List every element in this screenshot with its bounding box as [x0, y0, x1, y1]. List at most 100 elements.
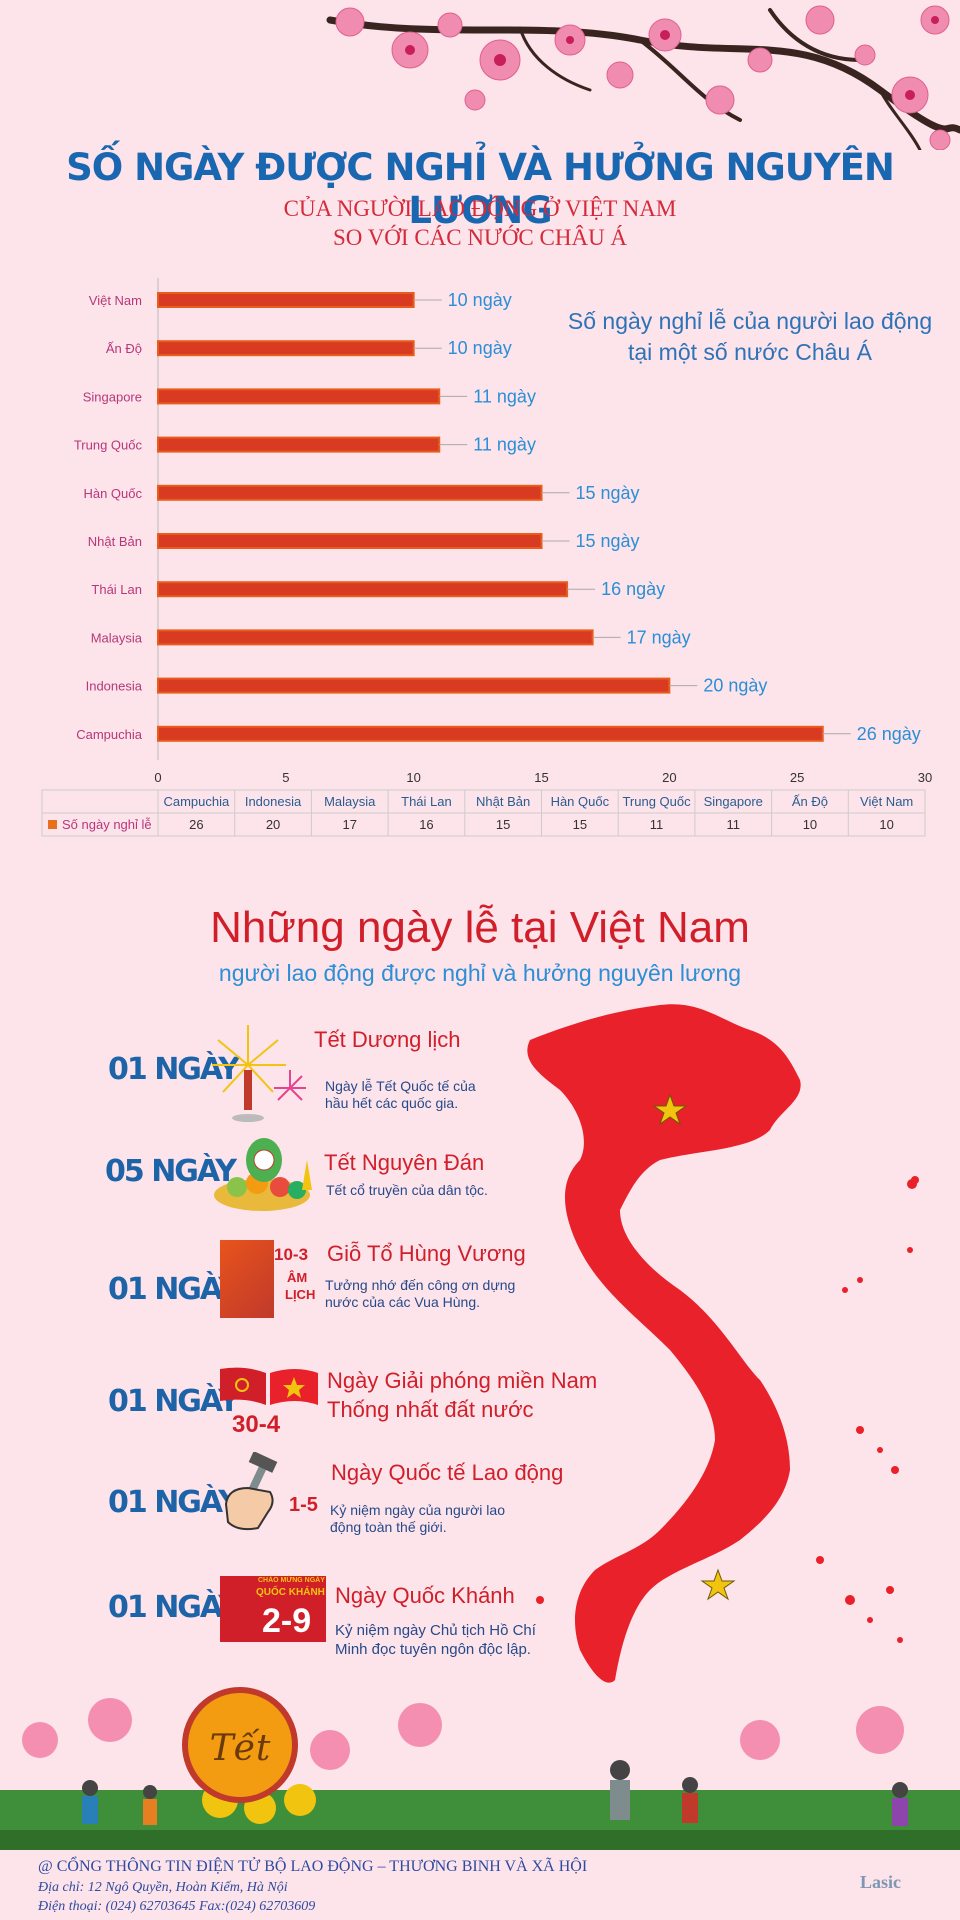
chart-category-label: Campuchia	[76, 727, 143, 742]
liberation-date-badge: 30-4	[232, 1411, 281, 1438]
chart-bar	[157, 581, 569, 598]
hung-king-badge-am: ÂM	[287, 1270, 308, 1285]
chart-category-label: Trung Quốc	[74, 438, 143, 453]
chart-note-line1: Số ngày nghỉ lễ của người lao động	[567, 308, 933, 334]
chart-data-table-header: Singapore	[704, 794, 763, 809]
chart-data-label: 20 ngày	[703, 676, 767, 696]
chart-bar	[157, 436, 441, 453]
hammer-hand-icon	[224, 1452, 278, 1531]
chart-category-label: Hàn Quốc	[83, 486, 142, 501]
holiday-days: 01 NGÀY	[108, 1485, 240, 1520]
chart-data-table-value: 10	[879, 817, 893, 832]
chart-bar	[157, 725, 824, 742]
holiday-desc-line1: Tưởng nhớ đến công ơn dựng	[325, 1277, 516, 1293]
chart-note: Số ngày nghỉ lễ của người lao động tại m…	[560, 306, 940, 368]
chart-bar	[157, 484, 543, 501]
tet-festival-scene: Tết	[0, 1687, 960, 1855]
footer-phone: Điện thoại: (024) 62703645 Fax:(024) 627…	[38, 1899, 316, 1914]
hung-king-date-badge: 10-3	[274, 1245, 309, 1264]
flags-icon	[220, 1367, 318, 1405]
holiday-name: Giỗ Tổ Hùng Vương	[327, 1241, 526, 1266]
holiday-desc-line1: Tết cổ truyền của dân tộc.	[326, 1182, 488, 1198]
tet-fruit-tray-icon	[214, 1138, 312, 1211]
chart-bar	[157, 388, 441, 405]
holiday-desc: Kỷ niệm ngày của người lao động toàn thế…	[330, 1502, 505, 1536]
cherry-blossom-decoration	[326, 5, 960, 150]
chart-x-tick-label: 15	[534, 770, 548, 785]
holiday-desc-line2: Minh đọc tuyên ngôn độc lập.	[335, 1641, 531, 1658]
holiday-name: Tết Dương lịch	[314, 1027, 461, 1052]
holiday-bar-chart: Việt Nam 10 ngày Ấn Độ 10 ngày Singapore 11 n…	[41, 278, 932, 837]
chart-data-table-header: Thái Lan	[401, 794, 452, 809]
page-subtitle-line1: CỦA NGƯỜI LAO ĐỘNG Ở VIỆT NAM	[283, 196, 677, 221]
national-day-badge-mid: QUỐC KHÁNH	[256, 1587, 325, 1598]
chart-legend-swatch	[48, 820, 57, 829]
holiday-days: 05 NGÀY	[105, 1154, 237, 1189]
hung-king-icon	[220, 1240, 274, 1318]
holiday-desc-line1: Ngày lễ Tết Quốc tế của	[325, 1078, 476, 1094]
holidays-subtitle: người lao động được nghỉ và hưởng nguyên…	[218, 960, 742, 986]
chart-category-label: Singapore	[83, 389, 142, 404]
holiday-name: Ngày Quốc tế Lao động	[331, 1460, 564, 1485]
chart-legend-label: Số ngày nghỉ lễ	[62, 817, 152, 832]
holiday-desc: Kỷ niệm ngày Chủ tịch Hồ Chí Minh đọc tu…	[335, 1621, 555, 1659]
chart-data-table-header: Indonesia	[245, 794, 302, 809]
chart-data-table-header: Trung Quốc	[622, 794, 691, 809]
holiday-days: 01 NGÀY	[108, 1272, 240, 1307]
chart-x-tick-label: 0	[154, 770, 161, 785]
chart-data-label: 26 ngày	[857, 724, 921, 744]
holiday-name: Ngày Giải phóng miền Nam	[327, 1368, 598, 1393]
chart-x-tick-label: 30	[918, 770, 932, 785]
chart-category-label: Ấn Độ	[106, 341, 142, 356]
chart-x-tick-label: 25	[790, 770, 804, 785]
chart-bar	[157, 292, 415, 308]
chart-data-table-header: Việt Nam	[860, 794, 913, 809]
chart-data-table-value: 20	[266, 817, 280, 832]
chart-data-label: 15 ngày	[576, 531, 640, 551]
chart-data-table-value: 17	[343, 817, 357, 832]
holiday-name: Tết Nguyên Đán	[324, 1150, 485, 1175]
chart-data-table-value: 11	[650, 817, 664, 832]
holiday-name: Ngày Quốc Khánh	[335, 1583, 515, 1608]
chart-data-label: 16 ngày	[601, 579, 665, 599]
chart-data-table-value: 10	[803, 817, 817, 832]
chart-data-table-value: 26	[189, 817, 203, 832]
page-subtitle-line2: SO VỚI CÁC NƯỚC CHÂU Á	[332, 225, 628, 250]
footer: @ CỔNG THÔNG TIN ĐIỆN TỬ BỘ LAO ĐỘNG – T…	[0, 1850, 960, 1920]
labour-date-badge: 1-5	[289, 1494, 318, 1516]
chart-bar	[157, 629, 594, 646]
holiday-desc-line1: Kỷ niệm ngày của người lao	[330, 1502, 505, 1518]
chart-bar	[157, 340, 415, 357]
chart-data-table-header: Malaysia	[324, 794, 376, 809]
holiday-days: 01 NGÀY	[108, 1384, 240, 1419]
national-day-date-badge: 2-9	[262, 1602, 312, 1640]
footer-line1: @ CỔNG THÔNG TIN ĐIỆN TỬ BỘ LAO ĐỘNG – T…	[38, 1858, 588, 1875]
hcmc-star-icon	[700, 1568, 736, 1601]
chart-category-label: Malaysia	[91, 630, 143, 645]
chart-x-tick-label: 20	[662, 770, 676, 785]
holiday-desc-line2: động toàn thế giới.	[330, 1519, 447, 1535]
chart-data-table-header: Ấn Độ	[792, 794, 828, 809]
hung-king-badge-lich: LỊCH	[285, 1287, 316, 1302]
chart-data-label: 11 ngày	[473, 435, 536, 455]
holiday-desc-line1: Kỷ niệm ngày Chủ tịch Hồ Chí	[335, 1622, 536, 1639]
chart-data-table-value: 15	[573, 817, 587, 832]
chart-data-table-value: 16	[419, 817, 433, 832]
chart-category-label: Nhật Bản	[88, 534, 142, 549]
holiday-days: 01 NGÀY	[108, 1052, 240, 1087]
chart-data-table-value: 11	[727, 817, 741, 832]
holiday-desc: Tết cổ truyền của dân tộc.	[326, 1182, 488, 1199]
national-day-badge-top: CHÀO MỪNG NGÀY	[258, 1577, 325, 1584]
chart-data-table-header: Hàn Quốc	[551, 794, 610, 809]
chart-bar	[157, 677, 671, 694]
chart-x-tick-label: 10	[406, 770, 420, 785]
holiday-desc-line2: hầu hết các quốc gia.	[325, 1095, 459, 1111]
tet-sign-text: Tết	[210, 1728, 271, 1769]
page-title: SỐ NGÀY ĐƯỢC NGHỈ VÀ HƯỞNG NGUYÊN LƯƠNG	[66, 146, 895, 232]
vietnam-map	[527, 1004, 919, 1683]
chart-data-label: 11 ngày	[473, 386, 536, 406]
national-day-icon	[220, 1576, 326, 1642]
chart-data-label: 17 ngày	[627, 627, 691, 647]
chart-data-table-header: Campuchia	[163, 794, 230, 809]
holidays-title: Những ngày lễ tại Việt Nam	[210, 903, 750, 952]
